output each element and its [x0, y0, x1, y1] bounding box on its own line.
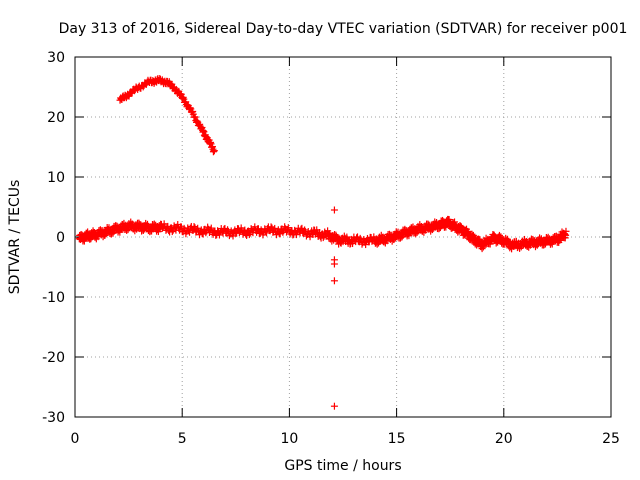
- data-points: [75, 75, 570, 410]
- x-tick-label: 0: [71, 431, 80, 447]
- x-axis-label: GPS time / hours: [284, 458, 401, 474]
- data-point-band: [160, 220, 168, 228]
- data-point-band: [168, 228, 176, 236]
- data-point-outlier: [330, 206, 338, 214]
- data-point-band: [301, 226, 309, 234]
- y-tick-label: 30: [47, 50, 65, 66]
- x-tick-label: 5: [178, 431, 187, 447]
- y-axis-label: SDTVAR / TECUs: [7, 180, 23, 295]
- data-point-band: [297, 225, 305, 233]
- chart-title: Day 313 of 2016, Sidereal Day-to-day VTE…: [59, 21, 628, 37]
- y-tick-label: -30: [42, 410, 65, 426]
- x-tick-label: 15: [388, 431, 406, 447]
- x-tick-label: 20: [495, 431, 513, 447]
- data-point-arc: [179, 94, 187, 102]
- data-point-outlier: [330, 260, 338, 268]
- data-point-band: [245, 231, 253, 239]
- y-tick-label: 20: [47, 110, 65, 126]
- data-point-arc: [191, 113, 199, 121]
- data-point-arc: [210, 147, 218, 155]
- data-point-arc: [186, 104, 194, 112]
- tick-labels: 0 5 10 15 20 25 -30 -20 -10 0 10 20 30: [42, 50, 620, 447]
- y-tick-label: -10: [42, 290, 65, 306]
- x-tick-label: 10: [280, 431, 298, 447]
- data-point-outlier: [330, 277, 338, 285]
- data-point-band: [224, 226, 232, 234]
- data-point-band: [215, 231, 223, 239]
- y-tick-label: 10: [47, 170, 65, 186]
- y-tick-label: 0: [56, 230, 65, 246]
- data-point-outlier: [330, 402, 338, 410]
- data-point-band: [267, 223, 275, 231]
- data-point-band: [190, 223, 198, 231]
- y-tick-label: -20: [42, 350, 65, 366]
- plot-frame: [74, 56, 612, 418]
- data-point-band: [356, 234, 364, 242]
- x-tick-label: 25: [602, 431, 620, 447]
- data-point-band: [562, 227, 570, 235]
